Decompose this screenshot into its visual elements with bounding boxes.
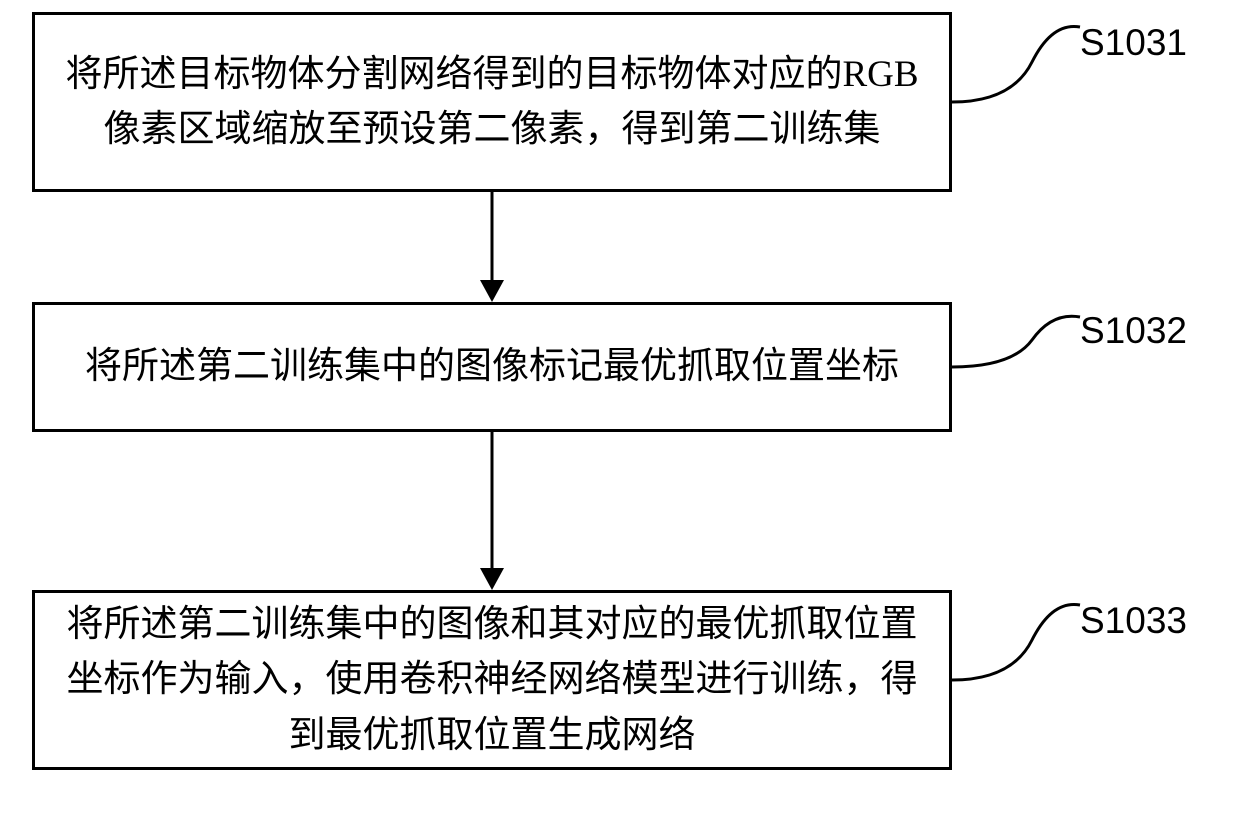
flowchart-arrow-2: [480, 432, 504, 590]
flowchart-arrow-1: [480, 192, 504, 302]
flowchart-box-1: 将所述目标物体分割网络得到的目标物体对应的RGB像素区域缩放至预设第二像素，得到…: [32, 12, 952, 192]
flowchart-box-2: 将所述第二训练集中的图像标记最优抓取位置坐标: [32, 302, 952, 432]
flowchart-box-3-text: 将所述第二训练集中的图像和其对应的最优抓取位置坐标作为输入，使用卷积神经网络模型…: [55, 597, 929, 764]
connector-curve-3: [952, 590, 1082, 690]
flowchart-box-1-text: 将所述目标物体分割网络得到的目标物体对应的RGB像素区域缩放至预设第二像素，得到…: [55, 47, 929, 158]
connector-curve-1: [952, 12, 1082, 112]
flowchart-box-3: 将所述第二训练集中的图像和其对应的最优抓取位置坐标作为输入，使用卷积神经网络模型…: [32, 590, 952, 770]
step-label-2: S1032: [1080, 310, 1187, 352]
step-label-3: S1033: [1080, 600, 1187, 642]
flowchart-box-2-text: 将所述第二训练集中的图像标记最优抓取位置坐标: [85, 339, 899, 395]
connector-curve-2: [952, 302, 1082, 382]
step-label-1: S1031: [1080, 22, 1187, 64]
